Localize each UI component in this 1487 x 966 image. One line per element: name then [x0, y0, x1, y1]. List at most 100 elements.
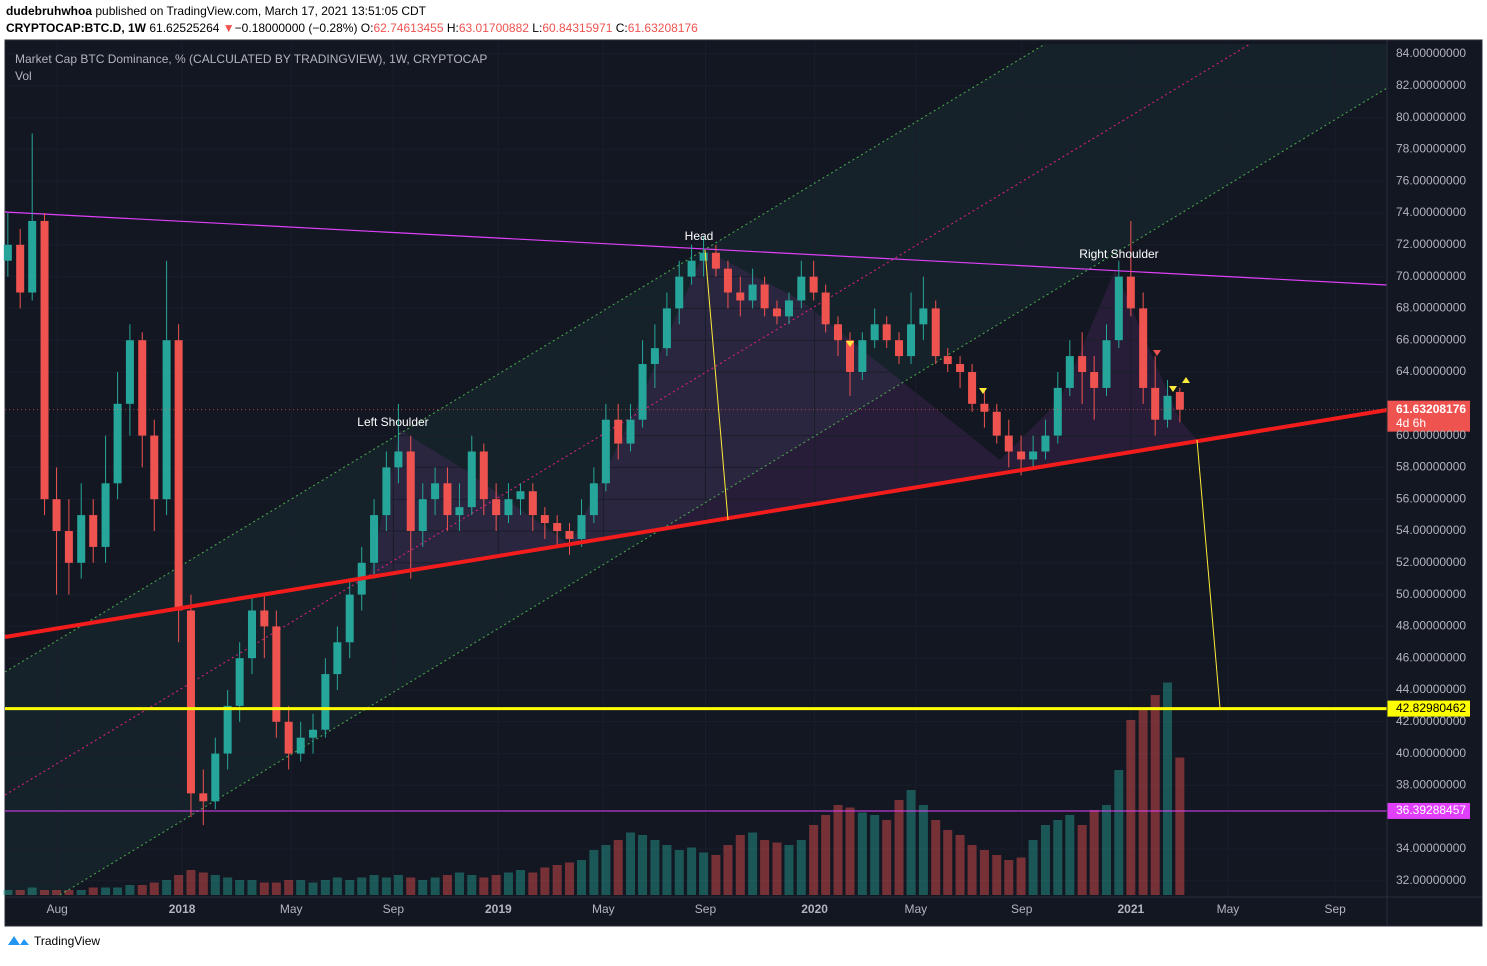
candle-body [1126, 276, 1135, 309]
y-tick-label: 52.00000000 [1396, 555, 1466, 569]
volume-bar [589, 850, 599, 895]
candle-body [1078, 356, 1087, 373]
volume-bar [430, 877, 440, 895]
candle-body [699, 252, 708, 261]
volume-bar [943, 830, 953, 895]
candle-body [919, 308, 928, 325]
candle-body [870, 324, 879, 341]
pattern-fill [370, 250, 1197, 575]
candle-body [565, 530, 574, 539]
x-tick-label: Sep [383, 902, 405, 916]
candle-body [418, 499, 427, 531]
target-arrow [704, 249, 729, 521]
channel-middle [4, 43, 1251, 796]
volume-bar [27, 887, 37, 895]
candle-body [64, 530, 73, 563]
candle-body [821, 292, 830, 325]
volume-bar [772, 842, 782, 895]
candle-body [968, 372, 977, 404]
volume-bar [528, 872, 538, 895]
y-tick-label: 66.00000000 [1396, 332, 1466, 346]
logo [8, 936, 29, 945]
c-label: C: [616, 21, 628, 35]
candle-body [321, 674, 330, 730]
candle-body [638, 364, 647, 420]
chart-title: Market Cap BTC Dominance, % (CALCULATED … [15, 52, 487, 66]
volume-bar [454, 872, 464, 895]
candle-body [516, 491, 525, 500]
volume-bar [406, 877, 416, 895]
candle-body [186, 610, 195, 794]
price-label-box [1387, 700, 1470, 717]
volume-bar [284, 880, 294, 895]
volume-bar [809, 825, 819, 895]
candle-body [479, 451, 488, 500]
resistance-line [4, 211, 1388, 286]
volume-bar [662, 845, 672, 895]
candle-body [492, 499, 501, 516]
candle-body [760, 284, 769, 309]
volume-bar [113, 887, 123, 895]
y-tick-label: 38.00000000 [1396, 778, 1466, 792]
volume-label: Vol [15, 69, 32, 83]
annotation: Right Shoulder [1079, 247, 1158, 261]
volume-bar [626, 832, 636, 895]
y-tick-label: 60.00000000 [1396, 428, 1466, 442]
channel-lower [59, 87, 1388, 896]
volume-bar [247, 880, 257, 895]
volume-bar [760, 840, 770, 895]
price-label: 42.82980462 [1396, 701, 1466, 715]
volume-bar [931, 820, 941, 895]
volume-bar [1040, 825, 1050, 895]
annotation: Left Shoulder [357, 415, 428, 429]
candle-body [687, 260, 696, 277]
volume-bar [381, 877, 391, 895]
last-price-box [1387, 400, 1470, 432]
candle-body [431, 483, 440, 500]
candle-body [601, 419, 610, 484]
candle-body [199, 793, 208, 802]
volume-bar [552, 865, 562, 895]
y-tick-label: 74.00000000 [1396, 205, 1466, 219]
candle-body [3, 244, 12, 261]
volume-bar [271, 882, 281, 895]
candle-body [943, 356, 952, 365]
volume-bar [503, 872, 513, 895]
candle-body [675, 276, 684, 309]
change: −0.18000000 (−0.28%) [235, 21, 358, 35]
volume-bar [442, 875, 452, 895]
volume-bar [613, 840, 623, 895]
candle-body [748, 284, 757, 301]
x-tick-label: May [280, 902, 303, 916]
candle-body [113, 403, 122, 484]
h-value: 63.01700882 [459, 21, 529, 35]
candle-body [614, 419, 623, 444]
candle-body [846, 340, 855, 373]
candle-body [284, 721, 293, 754]
volume-bar [332, 877, 342, 895]
volume-bar [186, 870, 196, 895]
l-value: 60.84315971 [542, 21, 612, 35]
volume-bar [821, 815, 831, 895]
y-tick-label: 32.00000000 [1396, 873, 1466, 887]
candle-body [52, 499, 61, 531]
volume-bar [52, 890, 62, 895]
volume-bar [711, 855, 721, 895]
volume-bar [223, 877, 233, 895]
candle-body [101, 483, 110, 547]
candle-body [394, 451, 403, 468]
l-label: L: [532, 21, 542, 35]
volume-bar [15, 890, 25, 895]
volume-bar [174, 875, 184, 895]
volume-bar [76, 890, 86, 895]
brand: TradingView [34, 934, 100, 948]
symbol: CRYPTOCAP:BTC.D, 1W [6, 21, 147, 35]
volume-bar [393, 875, 403, 895]
candle-body [1041, 435, 1050, 452]
y-tick-label: 64.00000000 [1396, 364, 1466, 378]
y-tick-label: 70.00000000 [1396, 269, 1466, 283]
volume-bar [955, 835, 965, 895]
candle-body [296, 737, 305, 754]
volume-bar [101, 887, 111, 895]
